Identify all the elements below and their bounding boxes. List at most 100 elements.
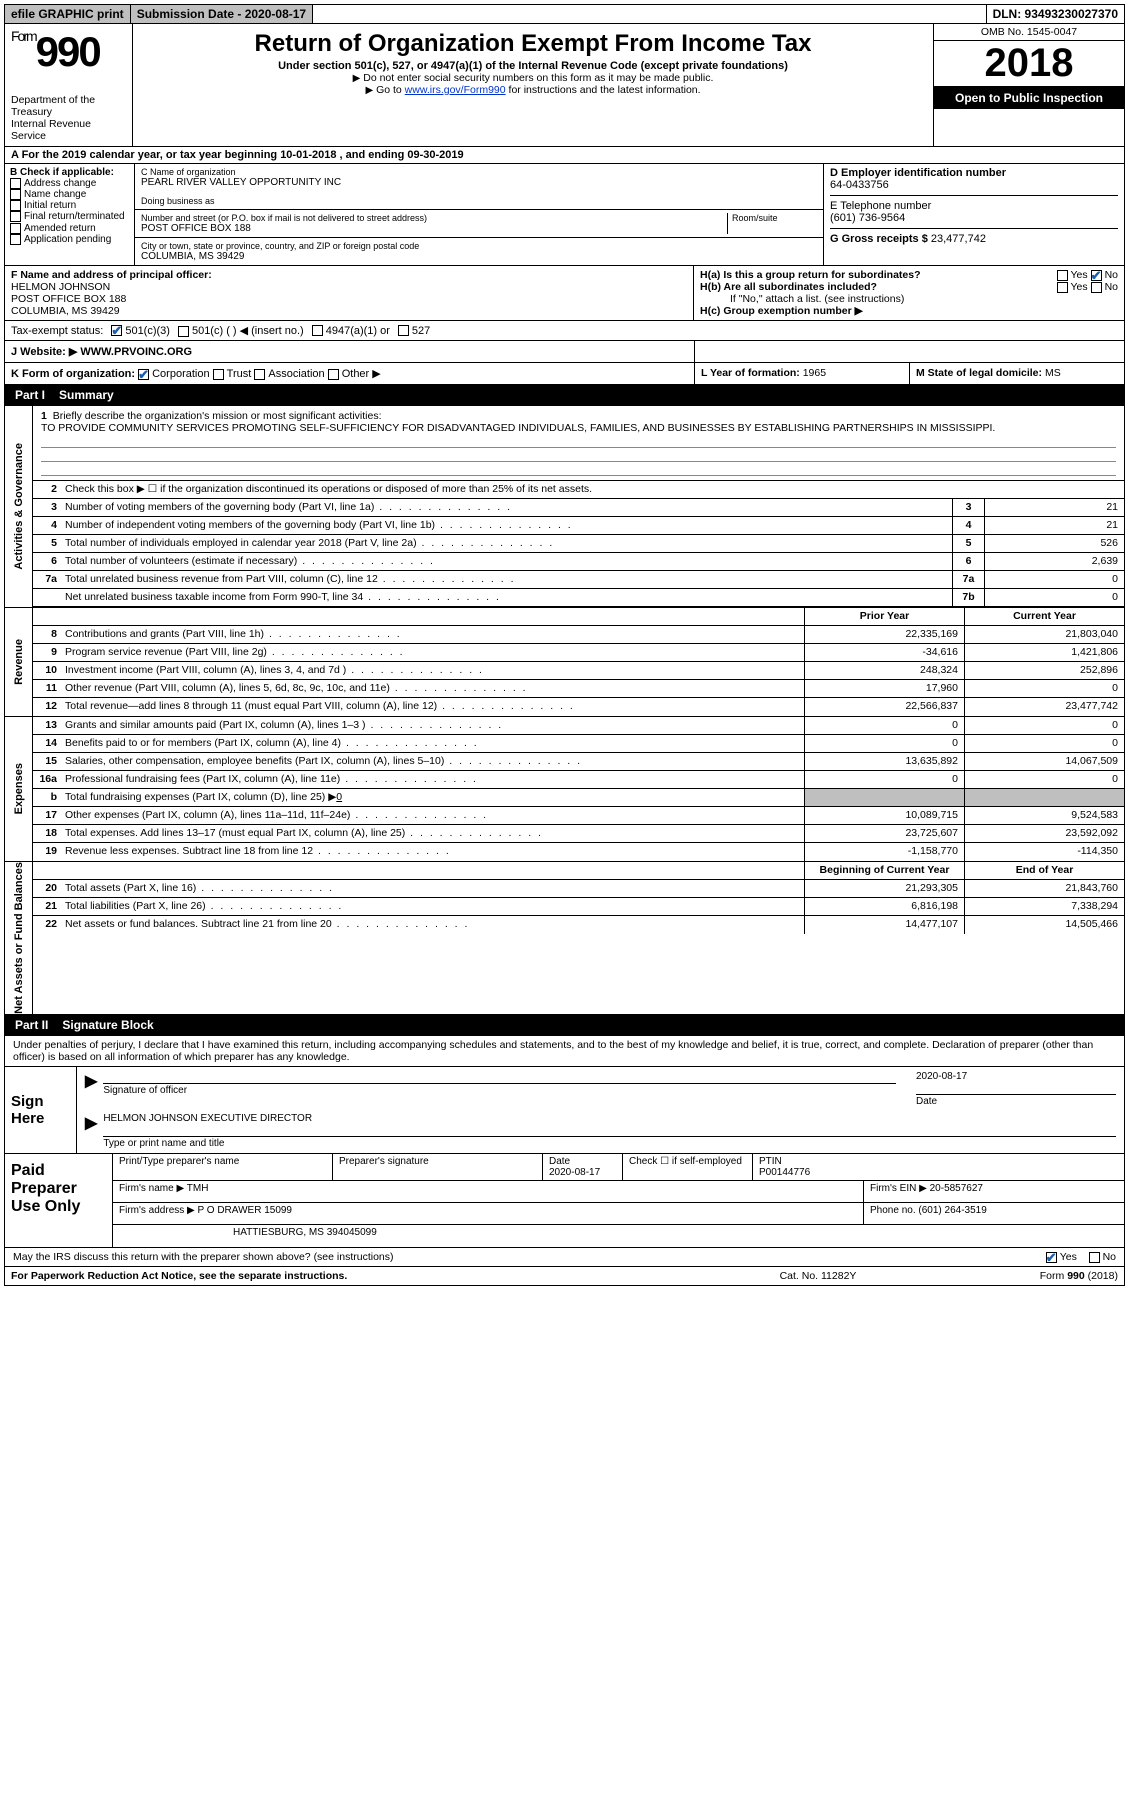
submission-date: Submission Date - 2020-08-17 xyxy=(131,5,313,23)
revenue-section: Revenue Prior YearCurrent Year 8Contribu… xyxy=(5,608,1124,717)
cb-corporation[interactable]: Corporation xyxy=(138,368,209,380)
dept-treasury: Department of the Treasury Internal Reve… xyxy=(11,94,126,142)
cb-initial-return[interactable]: Initial return xyxy=(10,200,129,211)
header-right: OMB No. 1545-0047 2018 Open to Public In… xyxy=(934,24,1124,146)
part-1-header: Part ISummary xyxy=(5,385,1124,406)
group-return: H(a) Is this a group return for subordin… xyxy=(694,266,1124,320)
line-21: 21Total liabilities (Part X, line 26) 6,… xyxy=(33,898,1124,916)
row-k-form-org: K Form of organization: Corporation Trus… xyxy=(5,363,1124,385)
state-domicile: MS xyxy=(1045,367,1061,379)
header: Form990 Department of the Treasury Inter… xyxy=(5,24,1124,147)
addr-box: Number and street (or P.O. box if mail i… xyxy=(135,210,823,238)
tax-exempt-status: Tax-exempt status: 501(c)(3) 501(c) ( ) … xyxy=(5,321,1124,341)
expenses-section: Expenses 13Grants and similar amounts pa… xyxy=(5,717,1124,862)
row-j-website: J Website: ▶ WWW.PRVOINC.ORG xyxy=(5,341,1124,363)
form-number: 990 xyxy=(36,28,100,75)
line-2: 2Check this box ▶ ☐ if the organization … xyxy=(33,481,1124,499)
efile-print-button[interactable]: efile GRAPHIC print xyxy=(5,5,131,23)
form-badge: Form990 Department of the Treasury Inter… xyxy=(5,24,133,146)
tax-year: 2018 xyxy=(934,41,1124,87)
row-f-h: F Name and address of principal officer:… xyxy=(5,266,1124,321)
line-7a: 7aTotal unrelated business revenue from … xyxy=(33,571,1124,589)
cb-final-return[interactable]: Final return/terminated xyxy=(10,211,129,222)
signature-intro: Under penalties of perjury, I declare th… xyxy=(5,1036,1124,1067)
tab-net-assets: Net Assets or Fund Balances xyxy=(13,862,25,1014)
col-d-ein-tel: D Employer identification number 64-0433… xyxy=(824,164,1124,265)
form-subtitle: Under section 501(c), 527, or 4947(a)(1)… xyxy=(141,60,925,72)
q1-mission: 1 Briefly describe the organization's mi… xyxy=(33,406,1124,481)
cb-amended-return[interactable]: Amended return xyxy=(10,223,129,234)
section-b-through-g: B Check if applicable: Address change Na… xyxy=(5,164,1124,266)
sig-date: 2020-08-17 xyxy=(916,1071,1116,1082)
line-13: 13Grants and similar amounts paid (Part … xyxy=(33,717,1124,735)
org-name-box: C Name of organization PEARL RIVER VALLE… xyxy=(135,164,823,210)
irs-link[interactable]: www.irs.gov/Form990 xyxy=(405,84,506,96)
ein: 64-0433756 xyxy=(830,179,889,191)
cb-discuss-yes[interactable]: Yes xyxy=(1046,1251,1077,1263)
cb-association[interactable]: Association xyxy=(254,368,324,380)
line-20: 20Total assets (Part X, line 16) 21,293,… xyxy=(33,880,1124,898)
cb-501c[interactable]: 501(c) ( ) ◀ (insert no.) xyxy=(178,324,304,337)
firm-name: TMH xyxy=(187,1183,209,1194)
line-22: 22Net assets or fund balances. Subtract … xyxy=(33,916,1124,934)
org-name: PEARL RIVER VALLEY OPPORTUNITY INC xyxy=(141,177,817,188)
org-city: COLUMBIA, MS 39429 xyxy=(141,251,817,262)
tab-expenses: Expenses xyxy=(13,763,25,814)
line-16a: 16aProfessional fundraising fees (Part I… xyxy=(33,771,1124,789)
org-address: POST OFFICE BOX 188 xyxy=(141,223,727,234)
telephone: (601) 736-9564 xyxy=(830,212,905,224)
omb-number: OMB No. 1545-0047 xyxy=(934,24,1124,41)
open-inspection: Open to Public Inspection xyxy=(934,87,1124,109)
topbar-spacer xyxy=(313,5,986,23)
cb-application-pending[interactable]: Application pending xyxy=(10,234,129,245)
topbar: efile GRAPHIC print Submission Date - 20… xyxy=(5,5,1124,24)
line-6: 6Total number of volunteers (estimate if… xyxy=(33,553,1124,571)
instr-line-1: ▶ Do not enter social security numbers o… xyxy=(141,72,925,84)
cb-name-change[interactable]: Name change xyxy=(10,189,129,200)
net-header: Beginning of Current YearEnd of Year xyxy=(33,862,1124,880)
cb-discuss-no[interactable]: No xyxy=(1089,1251,1116,1263)
city-box: City or town, state or province, country… xyxy=(135,238,823,265)
line-12: 12Total revenue—add lines 8 through 11 (… xyxy=(33,698,1124,716)
line-4: 4Number of independent voting members of… xyxy=(33,517,1124,535)
cb-trust[interactable]: Trust xyxy=(213,368,252,380)
line-17: 17Other expenses (Part IX, column (A), l… xyxy=(33,807,1124,825)
officer-name: HELMON JOHNSON EXECUTIVE DIRECTOR xyxy=(103,1113,1116,1124)
line-8: 8Contributions and grants (Part VIII, li… xyxy=(33,626,1124,644)
tab-revenue: Revenue xyxy=(13,639,25,685)
dln: DLN: 93493230027370 xyxy=(987,5,1124,23)
line-19: 19Revenue less expenses. Subtract line 1… xyxy=(33,843,1124,861)
cb-other[interactable]: Other ▶ xyxy=(328,368,381,380)
officer-signature[interactable]: Signature of officer xyxy=(103,1083,896,1096)
form-990-page: efile GRAPHIC print Submission Date - 20… xyxy=(4,4,1125,1286)
line-11: 11Other revenue (Part VIII, column (A), … xyxy=(33,680,1124,698)
instr-line-2: ▶ Go to www.irs.gov/Form990 for instruct… xyxy=(141,84,925,96)
part-2-header: Part IISignature Block xyxy=(5,1015,1124,1036)
irs-discuss: May the IRS discuss this return with the… xyxy=(5,1248,1124,1267)
cb-501c3[interactable]: 501(c)(3) xyxy=(111,325,170,337)
net-assets-section: Net Assets or Fund Balances Beginning of… xyxy=(5,862,1124,1015)
website: WWW.PRVOINC.ORG xyxy=(80,346,192,358)
year-formation: 1965 xyxy=(803,367,826,379)
cb-4947[interactable]: 4947(a)(1) or xyxy=(312,325,390,337)
sign-here: Sign Here ▶ Signature of officer 2020-08… xyxy=(5,1067,1124,1154)
cb-address-change[interactable]: Address change xyxy=(10,178,129,189)
tab-gov: Activities & Governance xyxy=(13,443,25,570)
activities-governance: Activities & Governance 1 Briefly descri… xyxy=(5,406,1124,608)
line-15: 15Salaries, other compensation, employee… xyxy=(33,753,1124,771)
pycy-header: Prior YearCurrent Year xyxy=(33,608,1124,626)
header-center: Return of Organization Exempt From Incom… xyxy=(133,24,934,146)
ptin: P00144776 xyxy=(759,1167,810,1178)
col-b-checkboxes: B Check if applicable: Address change Na… xyxy=(5,164,135,265)
line-3: 3Number of voting members of the governi… xyxy=(33,499,1124,517)
line-18: 18Total expenses. Add lines 13–17 (must … xyxy=(33,825,1124,843)
line-10: 10Investment income (Part VIII, column (… xyxy=(33,662,1124,680)
cb-527[interactable]: 527 xyxy=(398,325,430,337)
principal-officer: F Name and address of principal officer:… xyxy=(5,266,694,320)
firm-ein: 20-5857627 xyxy=(930,1183,983,1194)
firm-phone: (601) 264-3519 xyxy=(918,1205,986,1216)
gross-receipts: 23,477,742 xyxy=(931,233,986,245)
line-16b: b Total fundraising expenses (Part IX, c… xyxy=(33,789,1124,807)
line-: Net unrelated business taxable income fr… xyxy=(33,589,1124,607)
line-5: 5Total number of individuals employed in… xyxy=(33,535,1124,553)
